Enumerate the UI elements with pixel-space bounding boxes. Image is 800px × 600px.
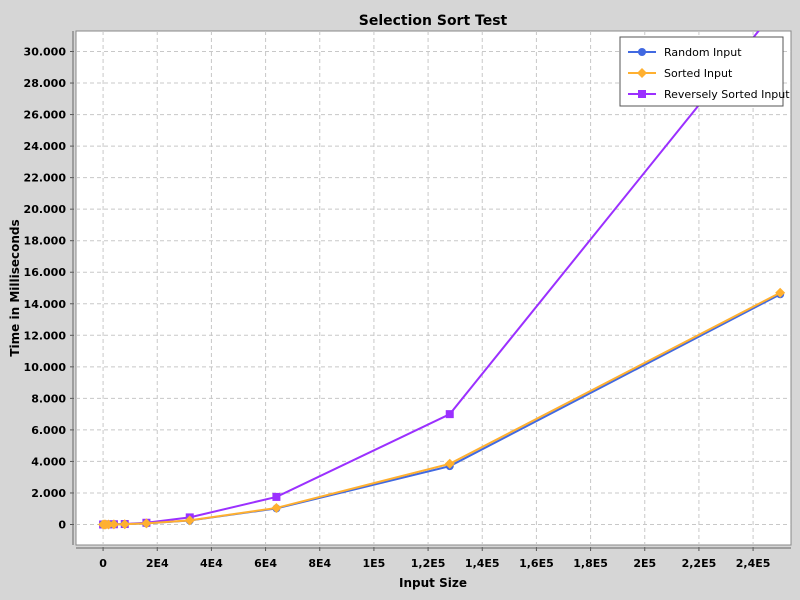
legend: Random Input Sorted Input Reversely Sorted…: [619, 36, 790, 107]
x-tick-label: 2,4E5: [736, 557, 771, 570]
x-tick-label: 1,4E5: [465, 557, 500, 570]
y-tick-label: 30.000: [24, 45, 67, 58]
data-point: [272, 492, 281, 501]
x-tick-label: 1E5: [363, 557, 386, 570]
chart-title: Selection Sort Test: [359, 13, 508, 29]
y-tick-label: 26.000: [24, 109, 67, 122]
x-tick-label: 4E4: [200, 557, 223, 570]
series-layer: [98, 31, 786, 530]
data-point: [445, 410, 454, 419]
x-tick-label: 2E5: [633, 557, 656, 570]
x-tick-label: 1,8E5: [573, 557, 608, 570]
y-tick-label: 4.000: [31, 455, 66, 468]
y-tick-label: 8.000: [31, 392, 66, 405]
data-point: [271, 502, 282, 513]
grid: [76, 31, 791, 545]
data-point: [184, 515, 195, 526]
y-tick-label: 16.000: [24, 266, 67, 279]
x-tick-label: 2,2E5: [682, 557, 717, 570]
y-tick-label: 28.000: [24, 77, 67, 90]
y-tick-label: 12.000: [24, 329, 67, 342]
legend-label: Sorted Input: [664, 67, 733, 80]
y-tick-label: 14.000: [24, 298, 67, 311]
x-tick-label: 0: [99, 557, 107, 570]
y-tick-label: 22.000: [24, 172, 67, 185]
x-axis-title: Input Size: [399, 576, 467, 590]
x-tick-label: 8E4: [308, 557, 331, 570]
legend-label: Reversely Sorted Input: [664, 88, 790, 101]
axes: 0 2E4 4E4 6E4 8E4 1E5 1,2E5 1,4E5 1,6E5 1,8E5 2E5 2…: [24, 31, 791, 570]
data-point: [141, 518, 152, 529]
x-tick-label: 1,2E5: [411, 557, 446, 570]
legend-label: Random Input: [664, 46, 742, 59]
y-tick-label: 20.000: [24, 203, 67, 216]
x-tick-label: 1,6E5: [519, 557, 554, 570]
y-tick-label: 2.000: [31, 487, 66, 500]
x-tick-label: 2E4: [146, 557, 169, 570]
y-tick-label: 10.000: [24, 361, 67, 374]
data-point: [119, 519, 130, 530]
legend-marker: [637, 68, 647, 78]
y-tick-label: 24.000: [24, 140, 67, 153]
data-point: [775, 287, 786, 298]
data-point: [108, 519, 119, 530]
series-sorted-input: [98, 287, 786, 530]
data-point: [444, 458, 455, 469]
y-tick-label: 6.000: [31, 424, 66, 437]
plot-area: [75, 30, 792, 546]
y-axis-title: Time in Milliseconds: [8, 219, 22, 356]
x-tick-label: 6E4: [254, 557, 277, 570]
legend-marker: [638, 90, 646, 98]
y-tick-label: 18.000: [24, 235, 67, 248]
legend-marker: [638, 48, 646, 56]
data-point: [103, 519, 114, 530]
y-tick-label: 0: [58, 519, 66, 532]
